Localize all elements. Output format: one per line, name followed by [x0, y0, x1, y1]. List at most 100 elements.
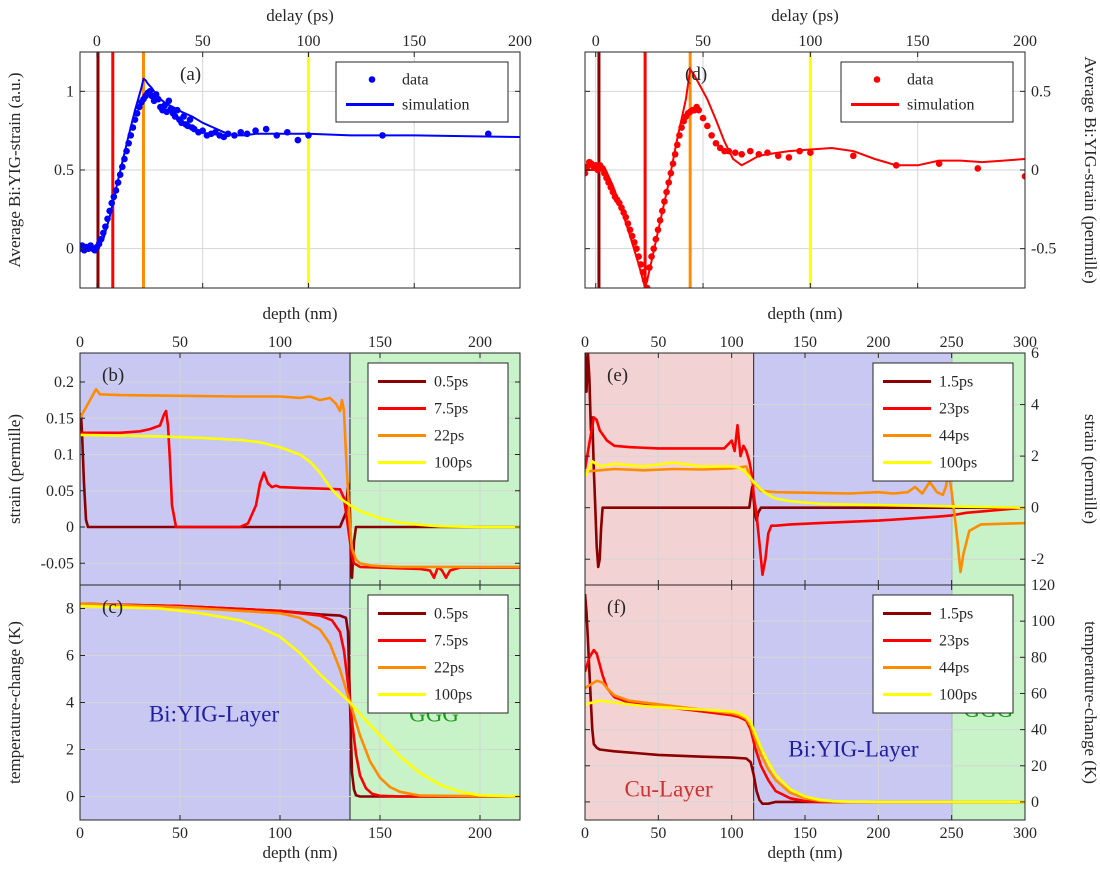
data-point — [785, 154, 793, 161]
legend-entry: 1.5ps — [939, 606, 973, 623]
y-tick-label: 60 — [1031, 685, 1047, 702]
panel-label: (b) — [102, 365, 124, 386]
y-tick-label: 80 — [1031, 649, 1047, 666]
x-axis-label: delay (ps) — [771, 6, 839, 25]
x-tick-label: 50 — [195, 33, 211, 50]
x-tick-label: 200 — [508, 33, 532, 50]
legend-marker — [368, 76, 376, 83]
x-tick-label: 50 — [695, 33, 711, 50]
series-line-simulation — [80, 77, 520, 250]
x-tick-label: 200 — [468, 825, 492, 842]
plot-area-a — [80, 52, 520, 288]
x-tick-label: 200 — [866, 825, 890, 842]
y-tick-label: 0.5 — [1031, 83, 1051, 100]
x-tick-label: 50 — [172, 334, 188, 351]
y-tick-label: 4 — [66, 695, 74, 712]
x-tick-label: 100 — [296, 33, 320, 50]
y-tick-label: 2 — [1031, 448, 1039, 465]
y-axis-label: strain (permille) — [1081, 414, 1100, 524]
y-tick-label: 4 — [1031, 397, 1039, 414]
panel-f: Cu-LayerBi:YIG-LayerGGG05010015020025030… — [581, 577, 1100, 862]
data-point — [746, 147, 754, 155]
y-tick-label: 0 — [1031, 500, 1039, 517]
x-axis-label: depth (nm) — [767, 304, 842, 323]
x-tick-label: 50 — [172, 825, 188, 842]
x-tick-label: 100 — [720, 825, 744, 842]
layer-region-0 — [80, 353, 350, 585]
data-point — [708, 132, 715, 139]
legend-entry: data — [402, 72, 429, 89]
y-axis-label: strain (permille) — [5, 414, 24, 524]
legend-marker — [873, 76, 881, 83]
data-point — [738, 150, 745, 158]
x-tick-label: 50 — [650, 334, 666, 351]
x-tick-label: 0 — [93, 33, 101, 50]
panel-label: (e) — [607, 365, 628, 386]
series-line-100ps — [80, 433, 520, 529]
legend-entry: 0.5ps — [434, 374, 468, 391]
legend-entry: 100ps — [939, 455, 977, 472]
data-point — [1021, 172, 1025, 180]
y-tick-label: 0 — [1031, 794, 1039, 811]
legend-entry: data — [907, 72, 934, 89]
legend-entry: 22ps — [434, 428, 464, 445]
y-axis-label: temperature-change (K) — [1081, 621, 1100, 784]
y-tick-label: 0 — [66, 519, 74, 536]
x-axis-label: depth (nm) — [767, 843, 842, 862]
legend-entry: 44ps — [939, 428, 969, 445]
legend: data simulation — [335, 61, 509, 123]
series-line-simulation — [585, 68, 1025, 288]
data-point — [712, 139, 720, 147]
plot-area-d — [585, 52, 1025, 288]
x-axis-label: depth (nm) — [262, 843, 337, 862]
y-tick-label: 2 — [66, 742, 74, 759]
legend-entry: 22ps — [434, 660, 464, 677]
panel-a: 0 50 100 150 200 0 0.5 1 delay (ps) Average Bi:YI… — [5, 6, 532, 289]
panel-label: (a) — [180, 64, 201, 85]
data-point — [849, 152, 857, 160]
panel-d: 0 50 100 150 200 -0.5 0 0.5 delay (ps) Average Bi… — [584, 6, 1100, 289]
legend-entry: simulation — [907, 97, 975, 114]
series-line-44ps — [585, 465, 1025, 574]
plot-area-b — [80, 387, 520, 580]
legend-box — [335, 61, 509, 123]
series-line-22ps — [80, 387, 520, 569]
y-tick-label: -2 — [1031, 551, 1044, 568]
y-tick-label: -0.5 — [1031, 241, 1056, 258]
data-point — [935, 160, 943, 168]
x-tick-label: 200 — [468, 334, 492, 351]
y-tick-label: 0.05 — [46, 483, 74, 500]
series-line-23ps — [585, 648, 1025, 804]
y-axis-label: temperature-change (K) — [5, 621, 24, 784]
x-tick-label: 300 — [1013, 825, 1037, 842]
layer-label: Cu-Layer — [625, 777, 713, 802]
y-tick-label: 120 — [1031, 577, 1055, 594]
y-tick-label: 0.1 — [54, 447, 74, 464]
series-line-7.5ps — [80, 409, 520, 580]
legend: 1.5ps 23ps 44ps 100ps — [872, 362, 1014, 482]
legend-entry: 100ps — [434, 455, 472, 472]
data-point — [774, 152, 782, 160]
legend-entry: 100ps — [939, 687, 977, 704]
y-tick-label: 0 — [66, 241, 74, 258]
data-point — [186, 116, 194, 123]
data-point — [704, 122, 711, 130]
legend-entry: 23ps — [939, 633, 969, 650]
y-tick-label: 40 — [1031, 722, 1047, 739]
panel-b: 0 50 100 150 200 -0.05 0 0.05 0.1 0.15 0.2 depth (n… — [5, 304, 521, 586]
plot-area-e — [585, 353, 1025, 577]
data-point — [731, 149, 739, 156]
y-tick-label: 0.15 — [46, 410, 74, 427]
x-tick-label: 250 — [940, 825, 964, 842]
data-point — [165, 97, 173, 105]
y-tick-label: 6 — [1031, 345, 1039, 362]
series-line-100ps — [585, 459, 1025, 509]
y-axis-label: Average Bi:YIG-strain (a.u.) — [5, 72, 24, 267]
data-point — [294, 136, 302, 144]
y-tick-label: 8 — [66, 601, 74, 618]
data-point — [262, 125, 270, 133]
x-tick-label: 200 — [1013, 33, 1037, 50]
data-point — [199, 127, 206, 134]
x-tick-label: 150 — [402, 33, 426, 50]
